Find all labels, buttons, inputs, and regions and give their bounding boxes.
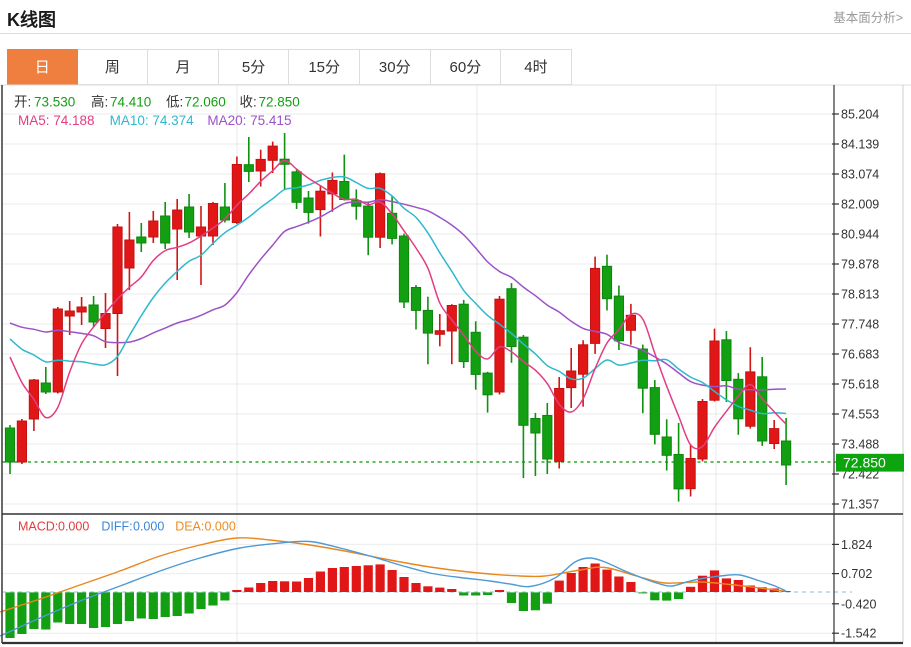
svg-text:0.702: 0.702 (841, 567, 872, 581)
svg-text:1.824: 1.824 (841, 538, 872, 552)
svg-text:0.000: 0.000 (205, 520, 236, 534)
svg-text:MA20: 75.415: MA20: 75.415 (207, 113, 291, 128)
svg-text:-1.542: -1.542 (841, 627, 876, 641)
svg-text:82.009: 82.009 (841, 198, 879, 212)
svg-text:开:: 开: (14, 95, 31, 110)
svg-text:83.074: 83.074 (841, 168, 879, 182)
svg-text:DEA:: DEA: (175, 520, 204, 534)
svg-text:收:: 收: (240, 95, 257, 110)
svg-text:75.618: 75.618 (841, 378, 879, 392)
svg-text:73.530: 73.530 (34, 95, 75, 110)
svg-text:71.357: 71.357 (841, 498, 879, 512)
svg-text:低:: 低: (166, 95, 183, 110)
svg-text:79.878: 79.878 (841, 258, 879, 272)
svg-text:72.850: 72.850 (259, 95, 300, 110)
svg-text:MA10: 74.374: MA10: 74.374 (110, 113, 195, 128)
svg-text:MACD:: MACD: (18, 520, 58, 534)
svg-text:76.683: 76.683 (841, 348, 879, 362)
svg-text:0.000: 0.000 (58, 520, 89, 534)
svg-text:77.748: 77.748 (841, 318, 879, 332)
svg-text:MA5: 74.188: MA5: 74.188 (18, 113, 95, 128)
svg-text:74.553: 74.553 (841, 408, 879, 422)
svg-text:-0.420: -0.420 (841, 597, 876, 611)
svg-text:0.000: 0.000 (133, 520, 164, 534)
svg-text:73.488: 73.488 (841, 438, 879, 452)
svg-text:85.204: 85.204 (841, 108, 879, 122)
svg-text:84.139: 84.139 (841, 138, 879, 152)
svg-text:DIFF:: DIFF: (101, 520, 132, 534)
svg-text:高:: 高: (91, 94, 108, 110)
svg-text:74.410: 74.410 (110, 95, 151, 110)
svg-text:78.813: 78.813 (841, 288, 879, 302)
svg-text:72.060: 72.060 (185, 95, 226, 110)
svg-text:80.944: 80.944 (841, 228, 879, 242)
svg-text:72.850: 72.850 (843, 455, 886, 471)
